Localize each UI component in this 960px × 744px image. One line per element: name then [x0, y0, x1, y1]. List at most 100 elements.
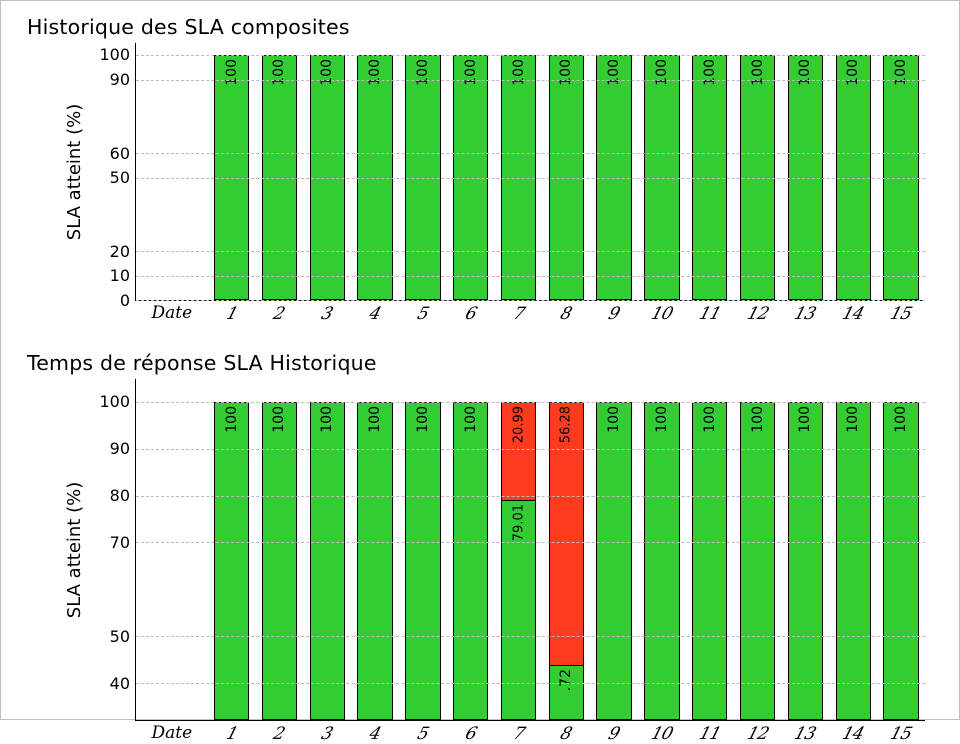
bar-value-label: 20.99	[511, 406, 526, 443]
plot-area: SLA atteint (%) 4050708090100 Date100110…	[25, 379, 935, 721]
bar-slot: 1004	[351, 379, 399, 720]
bar-slot: 10011	[686, 43, 734, 300]
bar: 100	[453, 379, 488, 720]
bar: 100	[644, 379, 679, 720]
bar-slot: 1006	[447, 379, 495, 720]
gridline	[136, 178, 925, 179]
chart-title: Historique des SLA composites	[25, 15, 935, 39]
bar-value-label: 100	[797, 59, 813, 86]
y-tick-label: 40	[90, 676, 130, 692]
gridline	[136, 251, 925, 252]
plot: Date100110021003100410051006100710081009…	[135, 43, 925, 301]
bar-slot: 10011	[686, 379, 734, 720]
x-tick-label: 14	[840, 724, 866, 744]
bar: 100	[788, 379, 823, 720]
x-tick-label: 8	[558, 724, 574, 744]
bar-slot: 10012	[734, 43, 782, 300]
bar-slot: 10014	[829, 43, 877, 300]
bar: 100	[357, 43, 392, 300]
bar-value-label: 100	[224, 59, 240, 86]
bar-value-label: 79.01	[511, 504, 526, 541]
x-tick-label: 2	[271, 724, 287, 744]
bar-segment-ok: 79.01	[501, 500, 536, 720]
bar-slot: 1002	[256, 43, 304, 300]
gridline	[136, 683, 925, 684]
bars-container: Date10011002100310041005100679.0120.997.…	[136, 379, 925, 720]
bar-value-label: 100	[797, 406, 813, 433]
bar-value-label: 100	[271, 59, 287, 86]
bar-slot: 1001	[208, 43, 256, 300]
bar-segment-ok: .72	[549, 665, 584, 720]
bar: 100	[836, 379, 871, 720]
bar-value-label: 100	[511, 59, 527, 86]
y-tick-label: 70	[90, 535, 130, 551]
y-tick-label: 90	[90, 72, 130, 88]
bar: 100	[310, 379, 345, 720]
bar-value-label: 100	[893, 59, 909, 86]
bar-slot: 1007	[495, 43, 543, 300]
bar-slot: .7256.288	[542, 379, 590, 720]
bar-slot: 10010	[638, 379, 686, 720]
bar: 100	[357, 379, 392, 720]
gridline	[136, 300, 925, 301]
bar: 100	[596, 379, 631, 720]
bar-slot: 1009	[590, 43, 638, 300]
bar-slot: 1006	[447, 43, 495, 300]
gridline	[136, 402, 925, 403]
y-tick-label: 50	[90, 629, 130, 645]
bar: 100	[596, 43, 631, 300]
bar-slot: 1009	[590, 379, 638, 720]
report-frame: Historique des SLA composites SLA attein…	[0, 0, 960, 720]
bar: 100	[740, 379, 775, 720]
bar-value-label: 100	[845, 406, 861, 433]
bar-slot: 10015	[877, 379, 925, 720]
bar-value-label: 56.28	[559, 406, 574, 443]
x-tick-label: 4	[367, 724, 383, 744]
bar: 100	[262, 43, 297, 300]
bar: 100	[310, 43, 345, 300]
bar: 100	[405, 379, 440, 720]
bar-slot: 1005	[399, 379, 447, 720]
x-axis-label: Date	[152, 723, 193, 743]
bar: 100	[836, 43, 871, 300]
bar: 100	[883, 43, 918, 300]
bar-value-label: 100	[415, 59, 431, 86]
bar: 100	[692, 379, 727, 720]
bar-value-label: 100	[845, 59, 861, 86]
bar-slot: 10010	[638, 43, 686, 300]
y-axis-ticks: 01020506090100	[25, 43, 130, 301]
x-tick-label: 5	[415, 724, 431, 744]
bar: 100	[214, 379, 249, 720]
bar-value-label: 100	[654, 59, 670, 86]
bar-slot: 1008	[542, 43, 590, 300]
y-axis-ticks: 4050708090100	[25, 379, 130, 721]
bar: .72 56.28	[549, 379, 584, 720]
x-tick-label: 10	[649, 724, 675, 744]
bar: 100	[883, 379, 918, 720]
y-tick-label: 50	[90, 170, 130, 186]
x-tick-label: 3	[319, 724, 335, 744]
x-tick-label: 6	[463, 724, 479, 744]
bar-value-label: 100	[367, 59, 383, 86]
bar-value-label: 100	[606, 59, 622, 86]
bar-slot: 10013	[781, 43, 829, 300]
bar-value-label: 100	[654, 406, 670, 433]
gridline	[136, 542, 925, 543]
bar-segment-fail: 56.28	[549, 402, 584, 665]
bar-value-label: 100	[367, 406, 383, 433]
bar-value-label: 100	[224, 406, 240, 433]
bar-value-label: 100	[271, 406, 287, 433]
bar-value-label: 100	[463, 406, 479, 433]
gridline	[136, 636, 925, 637]
bar-value-label: 100	[702, 59, 718, 86]
bars-container: Date100110021003100410051006100710081009…	[136, 43, 925, 300]
x-tick-label: 13	[792, 724, 818, 744]
chart-response-time-sla: Temps de réponse SLA Historique SLA atte…	[25, 351, 935, 721]
bar-slot: 1003	[303, 379, 351, 720]
bar-value-label: 100	[319, 406, 335, 433]
bar: 100	[549, 43, 584, 300]
bar-slot: 1004	[351, 43, 399, 300]
y-tick-label: 20	[90, 244, 130, 260]
y-tick-label: 0	[90, 293, 130, 309]
bar-value-label: 100	[750, 59, 766, 86]
